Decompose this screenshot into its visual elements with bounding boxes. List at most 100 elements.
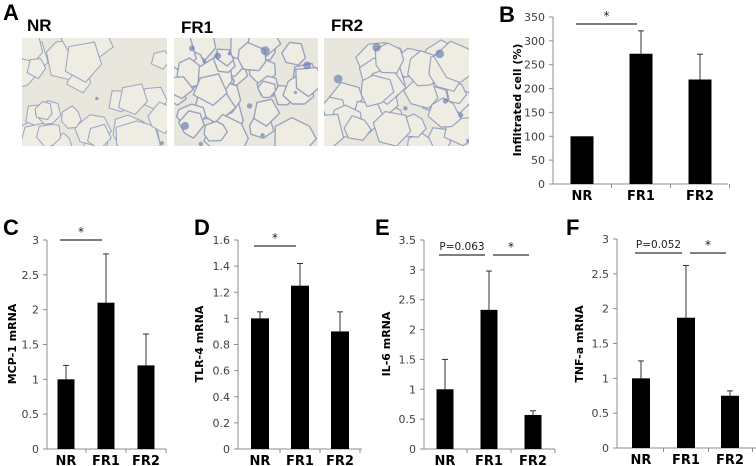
y-tick-label: 1.6	[213, 234, 231, 247]
bar-fr1	[480, 309, 498, 449]
y-tick-label: 50	[531, 154, 545, 167]
significance-star: *	[272, 231, 278, 245]
bar-nr	[57, 379, 75, 449]
y-tick-label: 100	[524, 130, 545, 143]
y-tick-label: 0.2	[213, 417, 231, 430]
y-tick-label: 0.5	[22, 408, 40, 421]
x-tick-label: FR1	[286, 454, 314, 466]
y-axis-label: TLR-4 mRNA	[193, 305, 206, 382]
y-axis-label: Infiltrated cell (%)	[511, 44, 524, 157]
y-tick-label: 1	[409, 383, 416, 396]
y-tick-label: 1.4	[213, 260, 231, 273]
histology-label-nr: NR	[27, 16, 52, 35]
panel-letter-e: E	[375, 215, 390, 240]
y-tick-label: 2	[409, 324, 416, 337]
bar-nr	[570, 136, 594, 184]
y-tick-label: 3	[602, 233, 609, 246]
x-tick-label: NR	[56, 454, 77, 466]
bar-fr2	[524, 414, 542, 449]
y-tick-label: 150	[524, 106, 545, 119]
panel-letter-d: D	[194, 215, 210, 240]
y-tick-label: 3.5	[399, 234, 417, 247]
y-tick-label: 0	[538, 178, 545, 191]
adipose-tissue-texture	[22, 38, 167, 146]
y-tick-label: 300	[524, 35, 545, 48]
x-tick-label: NR	[435, 454, 456, 466]
bar-fr1	[677, 317, 695, 448]
significance-star: *	[78, 225, 84, 239]
y-tick-label: 0	[409, 443, 416, 456]
x-tick-label: FR2	[686, 189, 714, 204]
y-tick-label: 2.5	[592, 268, 610, 281]
y-tick-label: 2.5	[399, 294, 417, 307]
y-tick-label: 0.4	[213, 391, 231, 404]
x-tick-label: FR1	[627, 189, 655, 204]
panel-letter-c: C	[3, 215, 19, 240]
histology-image-nr	[22, 38, 167, 146]
panel-letter-b: B	[499, 2, 515, 27]
y-tick-label: 0.5	[399, 413, 417, 426]
y-tick-label: 0.8	[213, 339, 231, 352]
y-tick-label: 1	[32, 373, 39, 386]
adipose-tissue-texture	[324, 39, 469, 146]
y-axis-label: TNF-a mRNA	[573, 305, 586, 383]
y-tick-label: 1.5	[399, 353, 417, 366]
y-tick-label: 2	[602, 303, 609, 316]
bar-fr1	[291, 285, 309, 449]
x-tick-label: FR1	[92, 454, 120, 466]
significance-star: *	[604, 9, 610, 23]
y-tick-label: 3	[32, 234, 39, 247]
bar-fr2	[688, 79, 712, 184]
y-tick-label: 350	[524, 11, 545, 24]
x-tick-label: NR	[250, 454, 271, 466]
y-axis-label: MCP-1 mRNA	[6, 303, 19, 384]
y-tick-label: 0	[223, 443, 230, 456]
y-tick-label: 1.2	[213, 286, 231, 299]
bar-fr2	[721, 395, 739, 448]
histology-label-fr2: FR2	[331, 16, 364, 35]
p-value-label: P=0.052	[636, 239, 681, 251]
bar-nr	[632, 378, 650, 448]
y-tick-label: 1	[602, 372, 609, 385]
panel-letter-a: A	[3, 0, 19, 25]
histology-image-fr1	[174, 38, 318, 146]
y-tick-label: 1.5	[592, 338, 610, 351]
significance-star: *	[508, 240, 514, 254]
y-tick-label: 200	[524, 83, 545, 96]
x-tick-label: FR1	[672, 453, 700, 466]
bar-fr1	[629, 53, 653, 184]
y-tick-label: 1	[223, 312, 230, 325]
adipose-tissue-texture	[174, 38, 318, 146]
bar-fr2	[331, 331, 349, 449]
histology-label-fr1: FR1	[181, 18, 214, 37]
histology-image-fr2	[324, 38, 469, 146]
y-axis-label: IL-6 mRNA	[380, 311, 393, 376]
x-tick-label: FR1	[475, 454, 503, 466]
bar-nr	[251, 318, 269, 449]
y-tick-label: 2.5	[22, 269, 40, 282]
significance-star: *	[705, 238, 711, 252]
x-tick-label: FR2	[519, 454, 547, 466]
y-tick-label: 2	[32, 304, 39, 317]
y-tick-label: 1.5	[22, 339, 40, 352]
y-tick-label: 0	[602, 442, 609, 455]
x-tick-label: NR	[631, 453, 652, 466]
bar-nr	[436, 389, 454, 449]
bar-fr1	[97, 302, 115, 449]
y-tick-label: 0	[32, 443, 39, 456]
y-tick-label: 0.5	[592, 407, 610, 420]
x-tick-label: FR2	[132, 454, 160, 466]
x-tick-label: NR	[572, 189, 593, 204]
x-tick-label: FR2	[326, 454, 354, 466]
p-value-label: P=0.063	[439, 241, 484, 253]
bar-fr2	[137, 365, 155, 449]
y-tick-label: 0.6	[213, 365, 231, 378]
y-tick-label: 250	[524, 59, 545, 72]
x-tick-label: FR2	[716, 453, 744, 466]
y-tick-label: 3	[409, 264, 416, 277]
